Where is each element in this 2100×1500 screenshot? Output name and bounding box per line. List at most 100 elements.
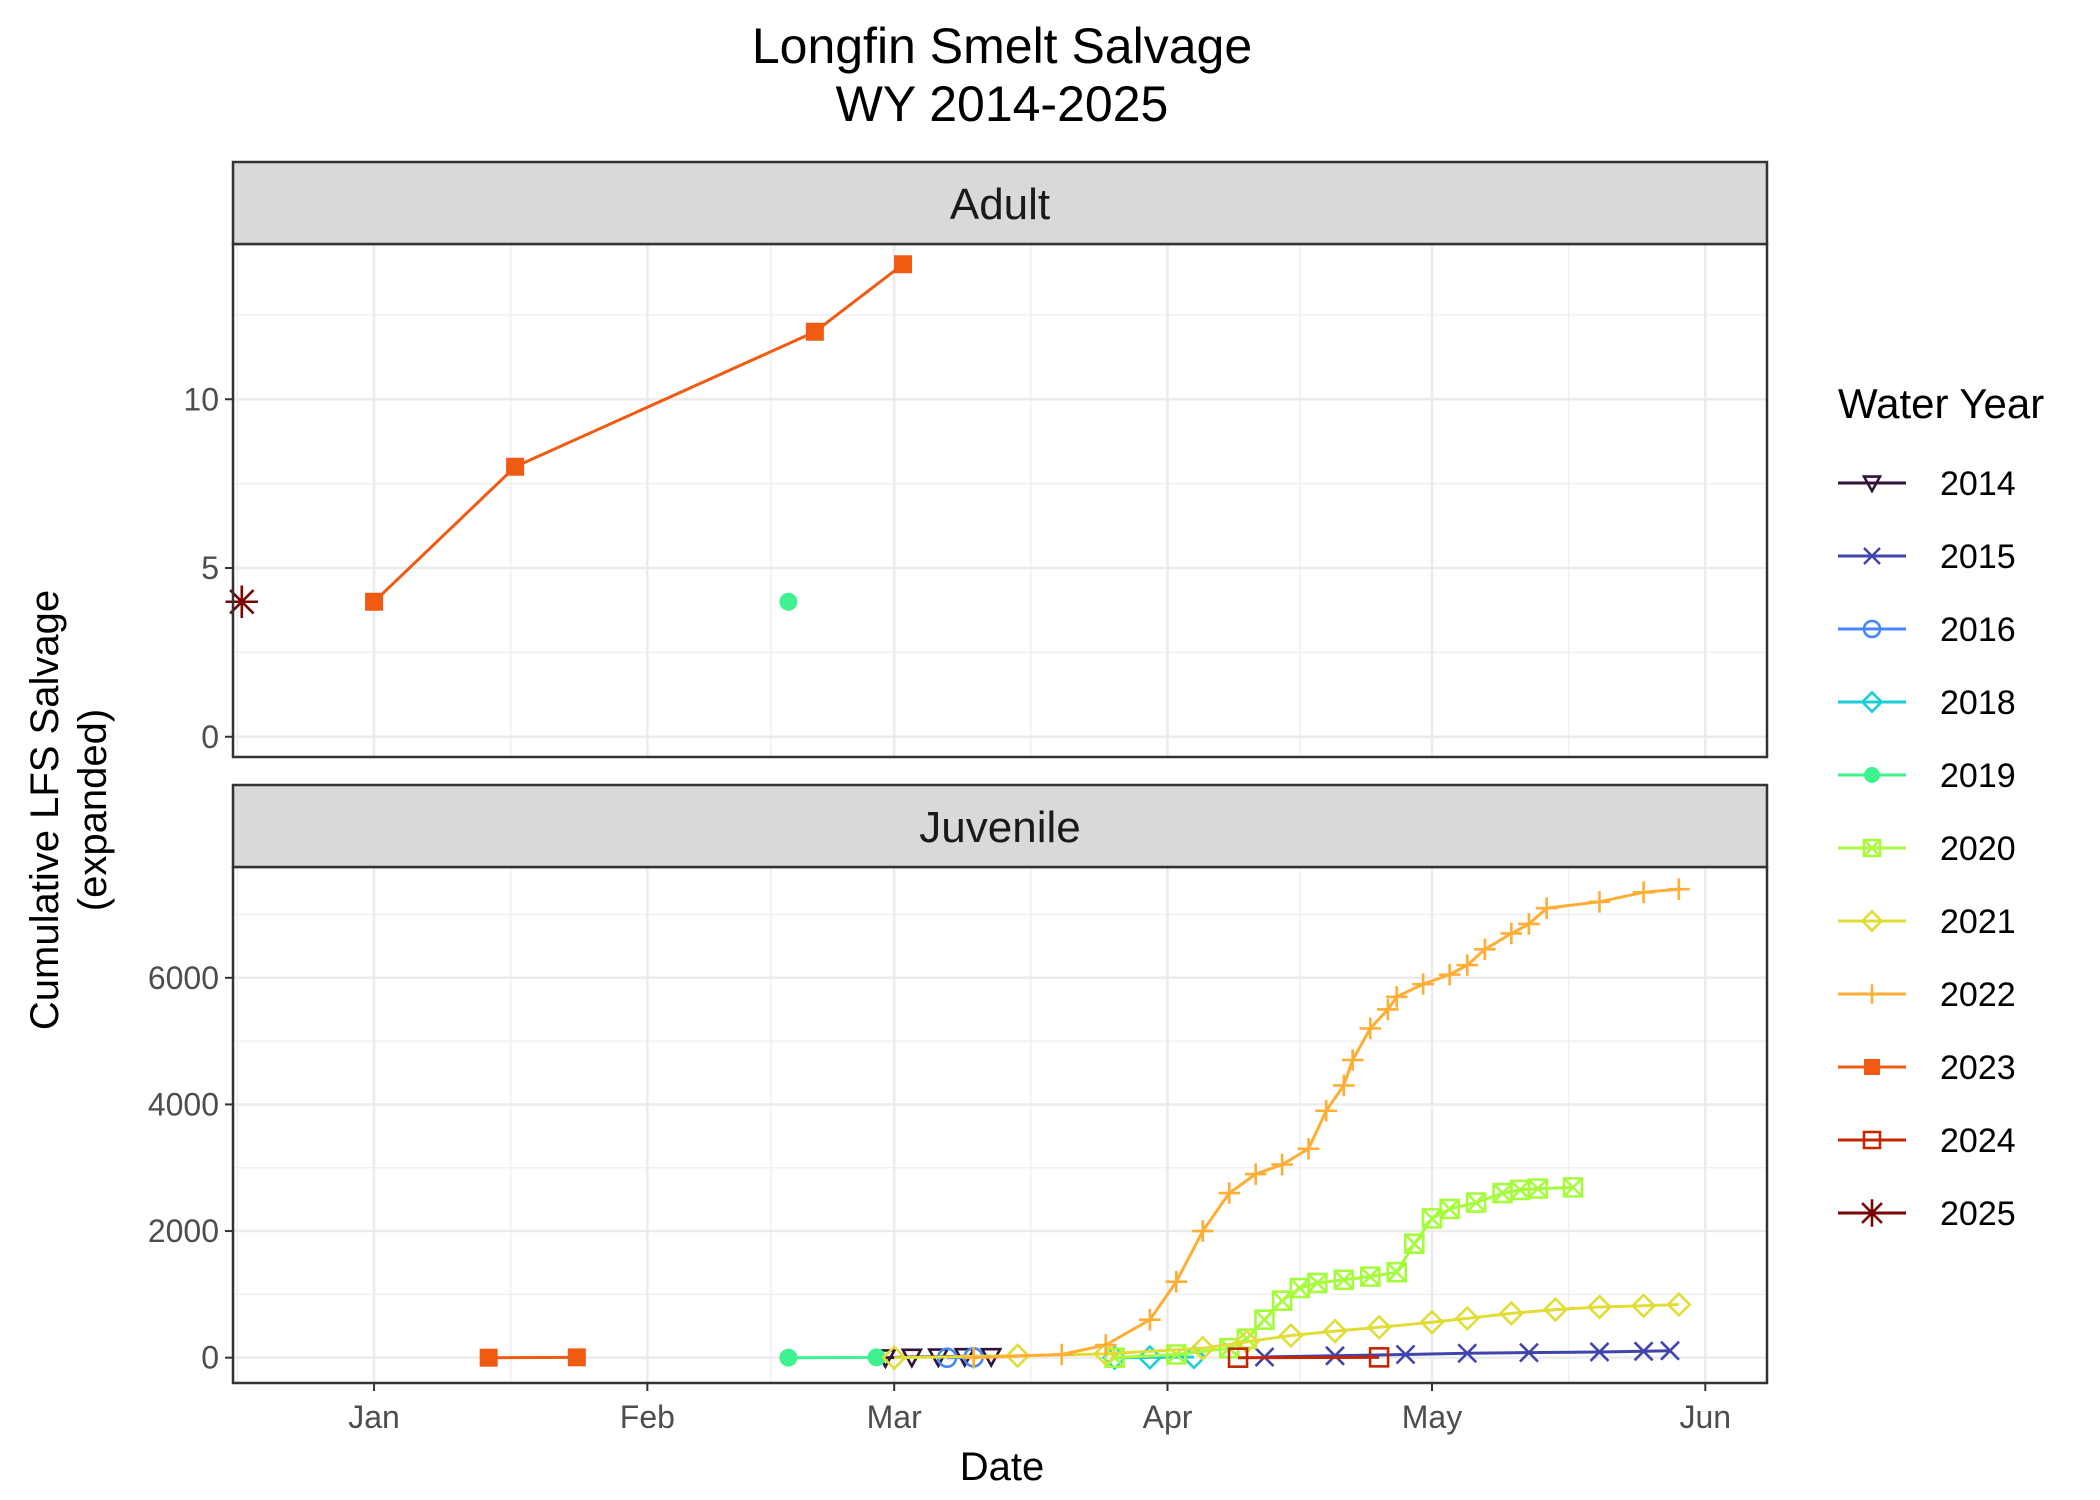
- series-2024: [1227, 1347, 1390, 1368]
- series-2019: [779, 592, 798, 611]
- point-2022: [1359, 1017, 1382, 1040]
- legend-key-marker: [1864, 1059, 1880, 1075]
- point-2021: [1419, 1309, 1445, 1335]
- point-2021: [1586, 1294, 1613, 1320]
- series-line-2015: [1264, 1349, 1671, 1359]
- x-axis-label: Date: [960, 1445, 1045, 1489]
- point-2019: [867, 1348, 886, 1367]
- point-2021: [1542, 1296, 1569, 1323]
- point-2022: [1668, 878, 1690, 900]
- legend-key-marker: [1860, 690, 1884, 714]
- y-tick-label: 10: [183, 381, 219, 417]
- point-2022: [1588, 891, 1611, 913]
- point-2015: [1633, 1341, 1654, 1362]
- legend-label: 2022: [1940, 976, 2016, 1014]
- legend-label: 2023: [1940, 1049, 2016, 1087]
- series-2025: [225, 585, 259, 618]
- series-line-2021: [894, 1303, 1679, 1360]
- point-2022: [1191, 1220, 1214, 1242]
- legend-label: 2024: [1940, 1122, 2016, 1160]
- legend-key-marker: [1858, 1199, 1886, 1227]
- point-2021: [1498, 1300, 1524, 1326]
- point-2023: [567, 1348, 586, 1367]
- point-2022: [1438, 963, 1461, 986]
- panel-background: [233, 244, 1767, 757]
- legend-key-marker: [1861, 475, 1883, 494]
- point-2015: [1395, 1344, 1416, 1365]
- point-2021: [1004, 1343, 1031, 1369]
- point-2020: [1359, 1266, 1381, 1287]
- point-2021: [1630, 1293, 1657, 1319]
- legend-item-2020: 2020: [1838, 830, 2016, 868]
- legend-label: 2015: [1940, 538, 2016, 576]
- chart-title-line-1: Longfin Smelt Salvage: [752, 18, 1252, 74]
- point-2020: [1527, 1178, 1549, 1199]
- point-2022: [1333, 1074, 1355, 1097]
- legend-key-marker: [1864, 767, 1880, 783]
- point-2022: [1165, 1270, 1188, 1293]
- point-2022: [1244, 1163, 1267, 1185]
- legend-key-marker: [1862, 838, 1882, 858]
- point-2020: [1492, 1182, 1513, 1204]
- y-tick-label: 5: [201, 550, 219, 586]
- x-tick-label: Apr: [1143, 1399, 1193, 1435]
- strip-background: [231, 160, 1769, 246]
- point-2019: [779, 1348, 798, 1367]
- point-2022: [1518, 913, 1540, 935]
- point-2022: [1297, 1137, 1320, 1160]
- strip-background: [231, 783, 1769, 869]
- point-2020: [1271, 1290, 1293, 1311]
- legend-label: 2018: [1940, 684, 2016, 722]
- point-2024: [1227, 1347, 1249, 1368]
- strip-label: Adult: [950, 180, 1050, 229]
- point-2020: [1404, 1233, 1425, 1255]
- legend: Water Year 2014 2015 2016 2018 2019 2020 2021 2…: [1838, 380, 2044, 1233]
- point-2022: [1535, 897, 1558, 919]
- point-2022: [1412, 973, 1434, 995]
- point-2022: [1271, 1153, 1293, 1176]
- point-2022: [1632, 881, 1655, 904]
- point-2019: [779, 592, 798, 611]
- point-2021: [1666, 1291, 1692, 1318]
- point-2020: [1254, 1309, 1275, 1330]
- facet-panels: 0 5 10 Adult 0 2000 4000 6000 Juvenile: [148, 160, 1769, 1385]
- legend-key-marker: [1860, 909, 1884, 933]
- series-2021: [881, 1291, 1692, 1371]
- series-line-2023: [373, 263, 904, 603]
- point-2022: [1500, 922, 1523, 945]
- point-2020: [1421, 1208, 1443, 1229]
- legend-label: 2021: [1940, 903, 2016, 941]
- point-2021: [1093, 1341, 1119, 1367]
- y-tick-label: 4000: [148, 1086, 219, 1122]
- point-2022: [1094, 1334, 1117, 1356]
- point-2022: [1341, 1049, 1364, 1071]
- point-2021: [1278, 1322, 1304, 1349]
- point-2023: [805, 322, 824, 341]
- legend-label: 2020: [1940, 830, 2016, 868]
- legend-label: 2025: [1940, 1195, 2016, 1233]
- legend-key-marker: [1862, 984, 1882, 1004]
- legend-label: 2019: [1940, 757, 2016, 795]
- point-2021: [1454, 1305, 1480, 1332]
- chart-title-line-2: WY 2014-2025: [836, 76, 1169, 132]
- legend-item-2016: 2016: [1838, 611, 2016, 649]
- y-axis-label-line-1: Cumulative LFS Salvage: [23, 590, 67, 1030]
- point-2022: [962, 1346, 985, 1369]
- series-line-2022: [973, 887, 1679, 1360]
- point-2023: [506, 457, 525, 476]
- point-2022: [1218, 1182, 1241, 1204]
- point-2023: [365, 592, 384, 611]
- point-2024: [1368, 1347, 1390, 1368]
- point-2020: [1289, 1277, 1311, 1299]
- point-2021: [1190, 1335, 1216, 1361]
- point-2022: [1139, 1308, 1161, 1331]
- legend-item-2023: 2023: [1838, 1049, 2016, 1087]
- x-tick-label: Jun: [1679, 1399, 1731, 1435]
- legend-item-2024: 2024: [1838, 1122, 2016, 1160]
- legend-item-2019: 2019: [1838, 757, 2016, 795]
- point-2020: [1465, 1192, 1487, 1213]
- point-2023: [479, 1348, 498, 1367]
- legend-key-marker: [1862, 1130, 1882, 1150]
- legend-label: 2016: [1940, 611, 2016, 649]
